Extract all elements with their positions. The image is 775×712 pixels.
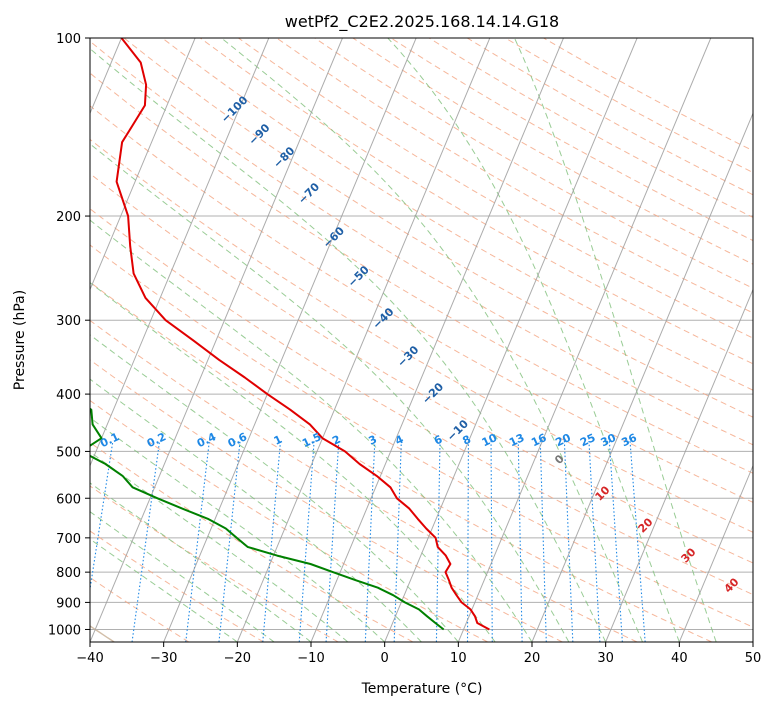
y-tick-label: 600 — [56, 492, 81, 507]
x-tick-label: 40 — [671, 651, 688, 666]
x-tick-label: 30 — [597, 651, 614, 666]
y-tick-label: 800 — [56, 566, 81, 581]
y-tick-label: 300 — [56, 314, 81, 329]
y-tick-label: 200 — [56, 210, 81, 225]
y-tick-label: 100 — [56, 32, 81, 47]
x-tick-label: −20 — [224, 651, 251, 666]
y-tick-label: 700 — [56, 532, 81, 547]
x-tick-label: −10 — [297, 651, 324, 666]
y-axis-label: Pressure (hPa) — [12, 290, 28, 390]
y-tick-label: 500 — [56, 445, 81, 460]
y-tick-label: 900 — [56, 596, 81, 611]
x-tick-label: −30 — [150, 651, 177, 666]
x-tick-label: −40 — [76, 651, 103, 666]
x-tick-label: 20 — [524, 651, 541, 666]
y-tick-label: 1000 — [48, 623, 81, 638]
x-tick-label: 0 — [381, 651, 389, 666]
y-tick-label: 400 — [56, 388, 81, 403]
x-tick-label: 10 — [450, 651, 467, 666]
x-axis-label: Temperature (°C) — [361, 681, 483, 697]
chart-title: wetPf2_C2E2.2025.168.14.14.G18 — [285, 12, 559, 32]
x-tick-label: 50 — [745, 651, 762, 666]
